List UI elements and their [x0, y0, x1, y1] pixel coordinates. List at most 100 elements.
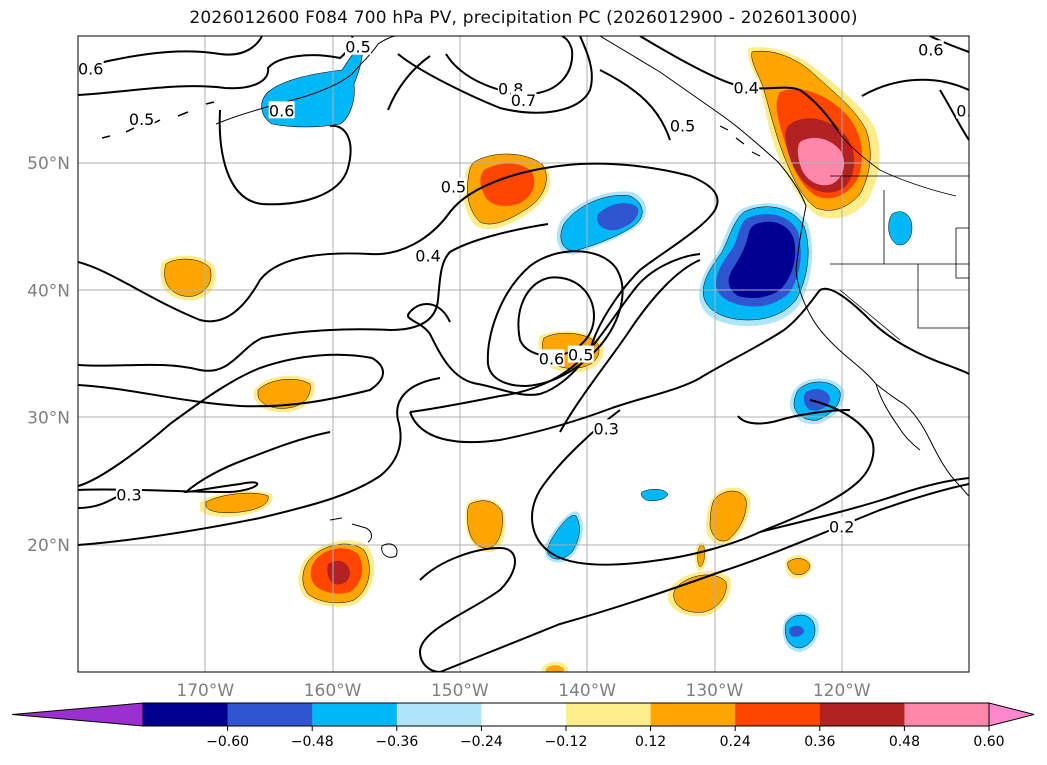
colorbar: −0.60 −0.48 −0.36 −0.24 −0.12 0.12 0.24 0.36 0.4…: [11, 702, 1035, 750]
contour-label: 0.4: [734, 78, 759, 97]
colorbar-tick-label: 0.12: [635, 734, 666, 750]
contour-label-bg: [440, 177, 467, 195]
colorbar-tick-label: −0.36: [375, 734, 418, 750]
pv-contour-0.8-gulf-cell: [445, 36, 574, 96]
longitude-labels: 170°W 160°W 150°W 140°W 130°W 120°W: [176, 681, 870, 701]
precip-positive-23n-orange: [205, 492, 269, 513]
pv-contour-0.3-southwest: [78, 431, 331, 494]
map-frame: [77, 35, 970, 673]
precip-negative-idaho: [888, 211, 913, 246]
contour-label: 0.6: [918, 40, 943, 59]
pv-contour-0.3-south: [78, 353, 384, 487]
precip-positive-west-orange: [164, 258, 212, 297]
colorbar-tick-label: 0.60: [973, 734, 1004, 750]
colorbar-bin: [481, 703, 567, 726]
contour-label-bg: [733, 78, 760, 96]
contour-label-bg: [538, 349, 565, 367]
pv-contour-0.3-inner-south: [531, 399, 875, 566]
precip-positive-22n-orange: [709, 490, 747, 542]
aleutian-islands: [101, 101, 215, 139]
lon-label: 150°W: [431, 681, 489, 701]
map-grid: [78, 36, 969, 672]
islands-gulf: [719, 125, 761, 157]
state-border-5: [955, 227, 969, 279]
state-border-4: [917, 264, 969, 329]
contour-label: 0.2: [829, 517, 854, 536]
baja-california: [875, 383, 921, 451]
colorbar-extend-max: [988, 702, 1035, 727]
colorbar-tick-label: −0.48: [291, 734, 334, 750]
precip-negative-socal-blue: [803, 389, 830, 411]
colorbar-tick-label: −0.24: [460, 734, 503, 750]
contour-label: 0.3: [116, 485, 141, 504]
lat-label: 20°N: [27, 536, 70, 556]
pv-contour-0.3-east-lower: [409, 407, 613, 444]
lat-label: 30°N: [27, 409, 70, 429]
pv-contour-0.6-northwest: [78, 36, 263, 69]
pv-contour-0.5-loop: [486, 250, 624, 388]
contour-label-bg: [78, 59, 104, 77]
state-border-6: [839, 289, 901, 341]
precip-positive-32n-orange: [257, 378, 311, 409]
precip-positive-bottom-edge-orange: [546, 665, 564, 672]
colorbar-bin: [566, 703, 652, 726]
contour-label-bg: [917, 40, 944, 58]
colorbar-bin: [819, 703, 905, 726]
colorbar-bin: [650, 703, 736, 726]
pv-contour-0.7-gulf-cell: [397, 36, 593, 114]
colorbar-bin: [396, 703, 482, 726]
pv-contour-0.2-lower-east: [759, 477, 969, 533]
pv-contour-0.3-northeast: [939, 89, 969, 141]
precip-negative-small-24n: [640, 489, 669, 501]
map-title: 2026012600 F084 700 hPa PV, precipitatio…: [189, 8, 858, 28]
lon-label: 120°W: [813, 681, 871, 701]
lon-label: 160°W: [304, 681, 362, 701]
contour-label-bg: [956, 101, 969, 119]
contour-label-bg: [828, 517, 855, 535]
precip-positive-canada-pink: [797, 137, 845, 186]
contour-label-bg: [510, 91, 537, 109]
pv-contour-0.2-lower: [418, 546, 516, 672]
pv-contour-0.2-south: [78, 377, 441, 546]
lon-label: 170°W: [176, 681, 234, 701]
contour-label-bg: [128, 110, 155, 128]
colorbar-bin: [735, 703, 821, 726]
lon-label: 140°W: [558, 681, 616, 701]
contour-label: 0.3: [594, 419, 619, 438]
alaska-coastline: [215, 36, 397, 125]
contour-label: 0.5: [441, 178, 466, 197]
colorbar-tick-label: 0.48: [889, 734, 920, 750]
contour-label: 0.5: [345, 38, 370, 57]
pv-contour-0.6-northeast: [929, 36, 969, 53]
pv-contour-0.3-coastal-west: [737, 409, 851, 425]
contour-label: 0.7: [511, 91, 536, 110]
contour-label: 0.5: [129, 110, 154, 129]
contour-label: 0.3: [956, 101, 981, 120]
contour-label-bg: [669, 116, 696, 134]
contour-label-bg: [593, 419, 620, 437]
colorbar-tick-label: 0.24: [720, 734, 751, 750]
contour-label: 0.6: [78, 59, 103, 78]
lon-label: 130°W: [686, 681, 744, 701]
pv-contour-0.2-lower-far: [439, 483, 969, 672]
precip-positive-small-18n: [787, 558, 811, 575]
pv-contour-0.3-central: [78, 223, 549, 372]
map-area: 0.60.50.5 0.60.80.70.40.50.60.30.50.40.6 0…: [78, 36, 981, 672]
colorbar-tick-label: 0.36: [804, 734, 835, 750]
pv-contour-0.5-northwest: [78, 36, 354, 96]
pv-contour-0.4-loop: [559, 259, 701, 433]
pv-contour-0.5-gulf-cell: [218, 109, 352, 206]
colorbar-tick-label: −0.60: [206, 734, 249, 750]
hawaii-islands: [329, 517, 398, 558]
contour-label-bg: [345, 37, 372, 55]
contour-label-bg: [415, 246, 442, 264]
contour-label: 0.6: [539, 349, 564, 368]
precip-negative-coast-navy: [728, 221, 796, 298]
precip-negative-mid-blue: [597, 203, 639, 231]
contour-label-bg: [115, 485, 142, 503]
contour-labels: 0.60.50.5 0.60.80.70.40.50.60.30.50.40.6 0…: [78, 37, 981, 536]
contour-label-bg: [567, 345, 594, 363]
pv-contour-0.4-central: [78, 162, 719, 396]
coastlines: [101, 36, 969, 558]
pv-contour-0.4-northeast: [861, 78, 969, 97]
